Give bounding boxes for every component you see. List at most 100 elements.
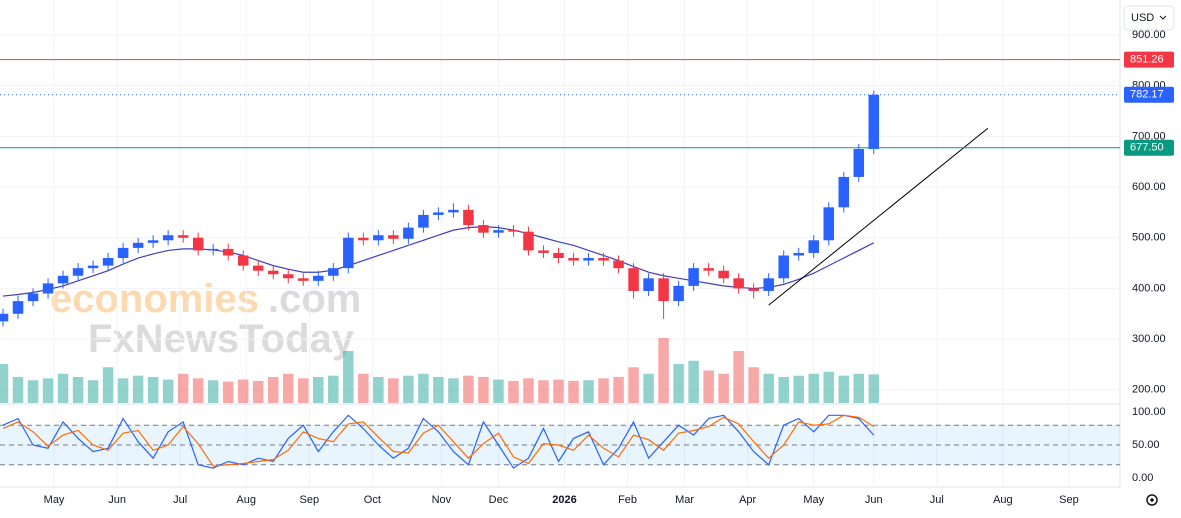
candle-body bbox=[493, 230, 504, 233]
candle-body bbox=[343, 237, 354, 269]
volume-bar bbox=[12, 377, 24, 403]
candle-body bbox=[628, 268, 639, 291]
candle-body bbox=[568, 258, 579, 261]
candle-body bbox=[463, 209, 474, 226]
candle-body bbox=[12, 301, 24, 314]
volume-bar bbox=[343, 351, 354, 403]
x-tick-label: Jul bbox=[173, 494, 187, 506]
candle-body bbox=[313, 275, 324, 281]
currency-selector[interactable]: USD bbox=[1123, 5, 1175, 31]
volume-bar bbox=[853, 373, 865, 403]
volume-bar bbox=[763, 373, 774, 403]
volume-bar bbox=[658, 338, 669, 403]
currency-label[interactable]: USD bbox=[1131, 12, 1154, 24]
volume-bar bbox=[358, 373, 369, 403]
candle-body bbox=[388, 235, 399, 239]
candle-body bbox=[523, 231, 534, 251]
stoch-tick-label: 50.00 bbox=[1132, 439, 1160, 451]
candle-body bbox=[283, 274, 294, 279]
volume-bar bbox=[222, 381, 234, 403]
x-tick-label: Sep bbox=[1059, 494, 1079, 506]
candle-body bbox=[147, 240, 159, 243]
candle-body bbox=[162, 235, 174, 241]
volume-bar bbox=[808, 373, 819, 403]
level-badge bbox=[1124, 51, 1174, 68]
candle-body bbox=[27, 293, 39, 302]
volume-bar bbox=[237, 379, 249, 403]
x-tick-label: Jun bbox=[108, 494, 126, 506]
candle-body bbox=[222, 248, 234, 256]
watermark: economies .com FxNewsToday bbox=[50, 277, 361, 361]
volume-bar bbox=[643, 373, 654, 403]
volume-bar bbox=[493, 379, 504, 403]
candle-body bbox=[267, 270, 279, 275]
volume-bar bbox=[418, 373, 429, 403]
settings-button[interactable] bbox=[1146, 494, 1158, 506]
volume-bar bbox=[207, 380, 219, 403]
candle-body bbox=[0, 313, 9, 322]
volume-bar bbox=[267, 377, 279, 403]
candle-body bbox=[237, 255, 249, 266]
volume-bar bbox=[538, 380, 549, 403]
gear-icon[interactable] bbox=[1146, 494, 1158, 506]
candle-body bbox=[868, 94, 880, 150]
x-tick-label: May bbox=[803, 494, 824, 506]
y-tick-label: 900.00 bbox=[1132, 29, 1166, 41]
candle-body bbox=[328, 268, 339, 276]
x-tick-label: Feb bbox=[618, 494, 637, 506]
candle-body bbox=[583, 258, 594, 261]
y-tick-label: 500.00 bbox=[1132, 232, 1166, 244]
candle-body bbox=[688, 268, 699, 286]
x-tick-label: Nov bbox=[432, 494, 452, 506]
volume-bar bbox=[117, 378, 129, 403]
volume-bar bbox=[192, 378, 204, 403]
candle-body bbox=[538, 250, 549, 253]
candle-body bbox=[853, 149, 865, 177]
volume-bar bbox=[403, 375, 414, 403]
candle-body bbox=[718, 270, 729, 279]
volume-bar bbox=[328, 375, 339, 403]
volume-bar bbox=[673, 364, 684, 403]
stoch-line bbox=[2, 414, 875, 467]
candle-body bbox=[658, 278, 669, 302]
x-tick-label: Jun bbox=[865, 494, 883, 506]
volume-bar bbox=[868, 374, 880, 403]
dropdown-icon[interactable] bbox=[1159, 15, 1167, 20]
watermark-text: .com bbox=[268, 277, 361, 321]
volume-bar bbox=[703, 370, 714, 403]
candle-body bbox=[358, 237, 369, 241]
stoch-tick-label: 0.00 bbox=[1132, 472, 1153, 484]
volume-bar bbox=[27, 380, 39, 403]
plot: May Jun Jul Aug Sep Oct Nov Dec 2026 Feb Mar Apr May… bbox=[0, 0, 1174, 506]
x-tick-label: Sep bbox=[299, 494, 319, 506]
gear-icon-center[interactable] bbox=[1150, 498, 1154, 502]
currency-box[interactable] bbox=[1123, 5, 1175, 31]
volume-bar bbox=[778, 377, 789, 403]
candle-body bbox=[57, 275, 69, 284]
volume-bar bbox=[613, 377, 624, 403]
y-tick-label: 700.00 bbox=[1132, 130, 1166, 142]
x-tick-label: Aug bbox=[236, 494, 256, 506]
volume-bar bbox=[823, 371, 834, 403]
volume-bar bbox=[162, 379, 174, 403]
candle-body bbox=[117, 247, 129, 259]
candle-body bbox=[418, 214, 429, 228]
volume-bar bbox=[718, 373, 729, 403]
candle-body bbox=[252, 265, 264, 271]
candle-body bbox=[673, 285, 684, 302]
volume-bar bbox=[478, 377, 489, 403]
volume-bar bbox=[688, 360, 699, 403]
candle-body bbox=[433, 212, 444, 215]
candle-body bbox=[733, 278, 744, 289]
candle-body bbox=[132, 242, 144, 248]
volume-bar bbox=[448, 378, 459, 403]
volume-bar bbox=[313, 377, 324, 403]
stoch-tick-label: 100.00 bbox=[1132, 406, 1166, 418]
candle-body bbox=[838, 176, 850, 208]
volume-bar bbox=[147, 377, 159, 403]
candle-body bbox=[478, 225, 489, 233]
y-tick-label: 300.00 bbox=[1132, 333, 1166, 345]
volume-bar bbox=[42, 378, 54, 403]
volume-bar bbox=[463, 375, 474, 403]
